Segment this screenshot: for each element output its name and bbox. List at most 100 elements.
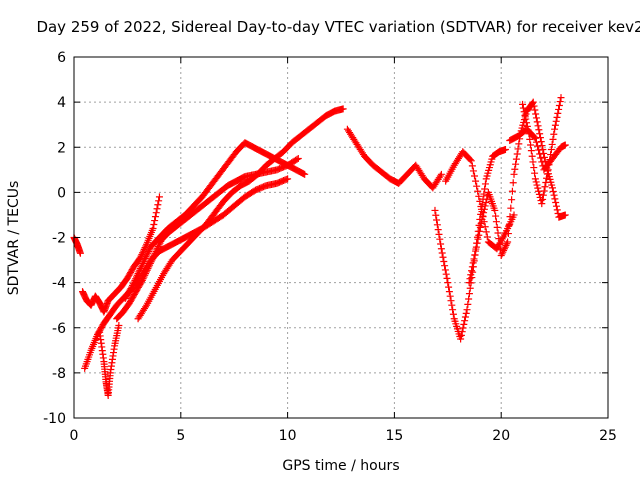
data-point (128, 281, 136, 289)
data-point (501, 146, 509, 154)
data-point (144, 249, 152, 257)
data-point (495, 235, 503, 243)
data-point (464, 300, 472, 308)
data-point (140, 256, 148, 264)
data-point (339, 105, 347, 113)
data-point (131, 276, 139, 284)
series-arc-g (134, 105, 347, 323)
data-points (70, 94, 569, 399)
data-point (468, 267, 476, 275)
data-point (523, 119, 531, 127)
data-point (433, 216, 441, 224)
data-point (552, 202, 560, 210)
data-point (539, 191, 547, 199)
data-point (530, 102, 538, 110)
data-point (492, 218, 500, 226)
data-point (475, 231, 483, 239)
data-point (437, 240, 445, 248)
data-point (473, 239, 481, 247)
data-point (467, 157, 475, 165)
data-point (505, 221, 513, 229)
data-point (483, 233, 491, 241)
data-point (482, 199, 490, 207)
data-point (140, 273, 148, 281)
data-point (154, 201, 162, 209)
data-point (521, 111, 529, 119)
data-point (134, 270, 142, 278)
x-tick-label: 5 (176, 428, 185, 444)
data-point (432, 211, 440, 219)
data-point (457, 335, 465, 343)
y-tick-label: -6 (52, 321, 66, 337)
data-point (153, 246, 161, 254)
data-point (481, 180, 489, 188)
data-point (444, 279, 452, 287)
data-point (441, 262, 449, 270)
x-tick-label: 0 (70, 428, 79, 444)
y-tick-label: -8 (52, 366, 66, 382)
data-point (555, 102, 563, 110)
data-point (550, 191, 558, 199)
data-point (538, 158, 546, 166)
data-point (461, 317, 469, 325)
data-point (141, 271, 149, 279)
data-point (547, 151, 555, 159)
data-point (132, 275, 140, 283)
data-point (481, 202, 489, 210)
data-point (501, 243, 509, 251)
data-point (150, 253, 158, 261)
data-point (142, 268, 150, 276)
data-point (471, 251, 479, 259)
data-point (478, 215, 486, 223)
data-point (457, 331, 465, 339)
data-point (149, 224, 157, 232)
data-point (145, 263, 153, 271)
data-point (142, 270, 150, 278)
data-point (466, 156, 474, 164)
data-point (515, 140, 523, 148)
data-point (135, 268, 143, 276)
data-point (519, 100, 527, 108)
data-point (480, 209, 488, 217)
data-point (133, 271, 141, 279)
data-point (555, 105, 563, 113)
data-point (536, 150, 544, 158)
data-point (132, 273, 140, 281)
x-axis-label: GPS time / hours (282, 458, 399, 474)
data-point (469, 259, 477, 267)
data-point (551, 121, 559, 129)
data-point (551, 125, 559, 133)
data-point (537, 197, 545, 205)
data-point (468, 162, 476, 170)
data-point (512, 155, 520, 163)
data-point (139, 275, 147, 283)
data-point (154, 243, 162, 251)
data-point (537, 154, 545, 162)
data-point (497, 252, 505, 260)
data-point (498, 250, 506, 258)
data-point (519, 104, 527, 112)
data-point (561, 211, 569, 219)
data-point (155, 193, 163, 201)
x-tick-label: 10 (279, 428, 297, 444)
data-point (431, 206, 439, 214)
y-tick-label: 4 (57, 95, 66, 111)
data-point (474, 187, 482, 195)
data-point (293, 155, 301, 163)
series-arc-e (113, 155, 302, 323)
data-point (473, 182, 481, 190)
data-point (441, 266, 449, 274)
data-point (508, 196, 516, 204)
data-point (436, 235, 444, 243)
data-point (549, 135, 557, 143)
data-point (542, 179, 550, 187)
data-point (472, 247, 480, 255)
data-point (465, 295, 473, 303)
x-tick-label: 20 (492, 428, 510, 444)
data-point (508, 187, 516, 195)
data-point (140, 258, 148, 266)
data-point (449, 306, 457, 314)
data-point (481, 185, 489, 193)
x-axis-ticks: 0 5 10 15 20 25 (70, 57, 617, 444)
data-point (436, 172, 444, 180)
